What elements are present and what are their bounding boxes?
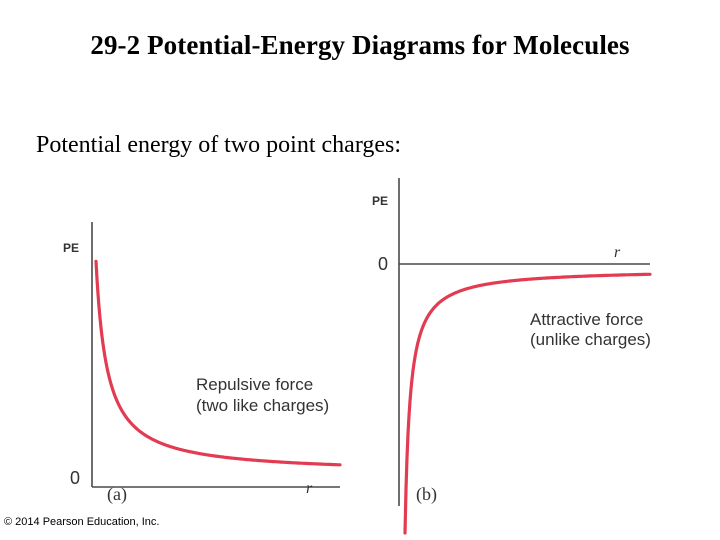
- diagram-a-caption-line1: Repulsive force: [196, 375, 313, 394]
- slide-title: 29-2 Potential-Energy Diagrams for Molec…: [90, 30, 630, 60]
- diagram-a-pe-label: PE: [63, 241, 79, 255]
- diagram-a-caption-line2: (two like charges): [196, 396, 329, 415]
- diagram-b-caption-line2: (unlike charges): [530, 330, 651, 349]
- diagram-b-panel-label: (b): [416, 484, 437, 505]
- diagram-attractive: PE 0 r Attractive force (unlike charges)…: [372, 178, 652, 535]
- diagram-b-zero-label: 0: [378, 254, 388, 274]
- diagram-a-repulsive-curve: [94, 259, 342, 467]
- copyright-notice: © 2014 Pearson Education, Inc.: [4, 516, 160, 528]
- diagram-b-caption-line1: Attractive force: [530, 310, 643, 329]
- slide-subtitle: Potential energy of two point charges:: [36, 132, 402, 158]
- diagram-a-zero-label: 0: [70, 468, 80, 488]
- diagram-b-attractive-curve: [403, 272, 652, 535]
- diagram-a-panel-label: (a): [107, 484, 127, 505]
- diagram-a-r-label: r: [306, 480, 313, 497]
- diagram-b-pe-label: PE: [372, 194, 388, 208]
- diagram-b-r-label: r: [614, 244, 621, 261]
- diagram-repulsive: PE 0 r Repulsive force (two like charges…: [63, 222, 342, 505]
